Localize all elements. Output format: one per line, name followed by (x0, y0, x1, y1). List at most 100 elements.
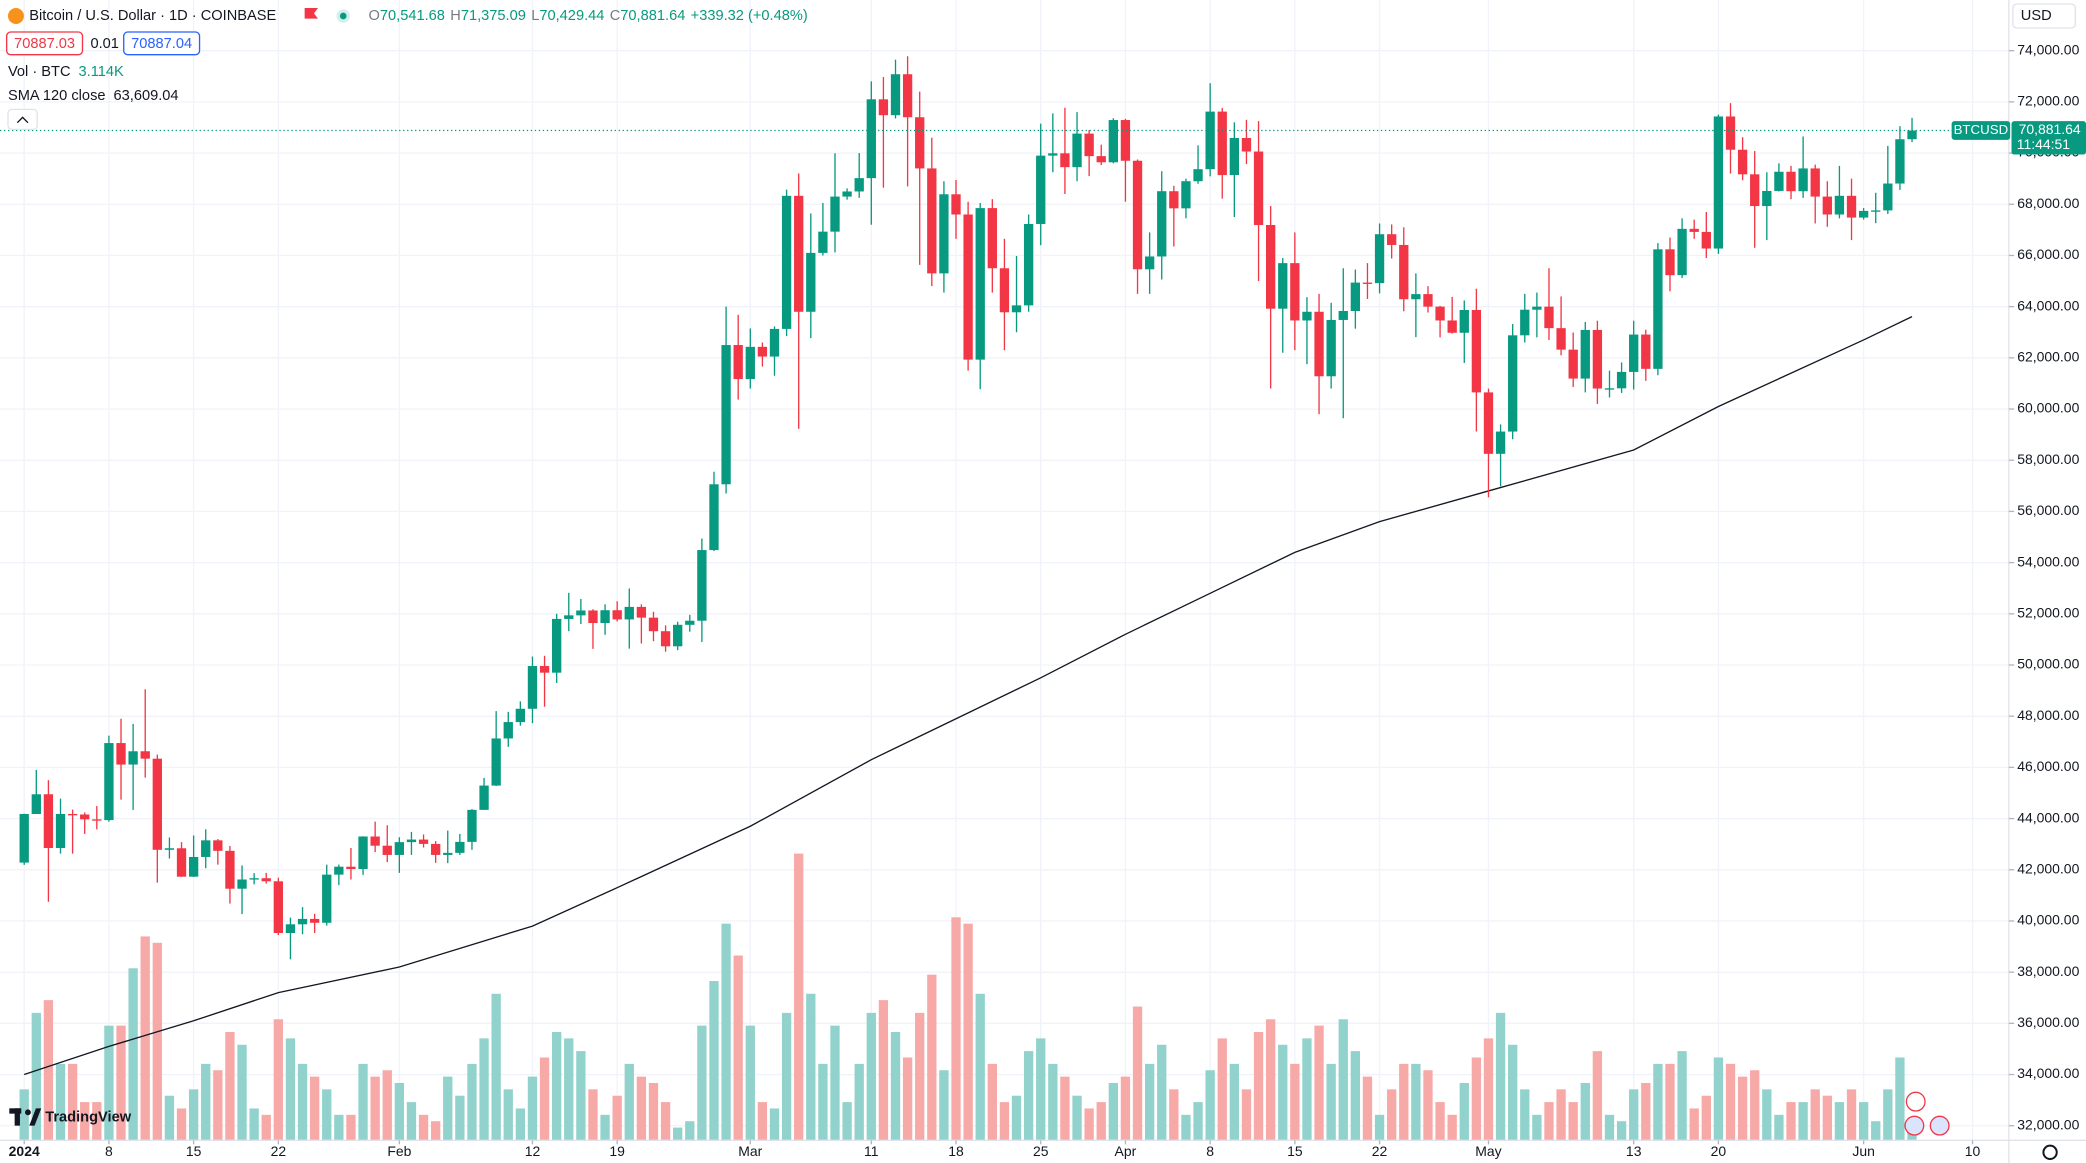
volume-bar (201, 1063, 211, 1141)
volume-bar (1265, 1019, 1276, 1141)
currency-button[interactable] (2012, 3, 2077, 29)
candle-body (648, 617, 659, 632)
candle-body (1169, 191, 1179, 209)
collapse-button[interactable] (7, 108, 38, 131)
candle-body (1338, 310, 1348, 320)
candle-body (1483, 392, 1494, 454)
x-tick-label: 13 (1626, 1143, 1642, 1159)
volume-bar (55, 1063, 66, 1141)
currency[interactable]: USD (2021, 8, 2052, 24)
x-tick-label: 11 (864, 1143, 879, 1159)
y-tick-label: 64,000.00 (2017, 297, 2079, 313)
candle-body (1725, 116, 1736, 150)
bid-price[interactable]: 70887.03 (14, 36, 75, 52)
x-tick-label: 22 (271, 1143, 287, 1159)
candle-body (503, 722, 513, 739)
candle-body (1447, 320, 1457, 333)
volume-bar (176, 1108, 187, 1141)
ask-price[interactable]: 70887.04 (131, 36, 192, 52)
candle-body (515, 708, 526, 723)
volume-bar (1677, 1051, 1687, 1141)
candle-body (1786, 171, 1796, 192)
candle-body (309, 918, 320, 923)
volume-bar (382, 1070, 392, 1141)
symbol-title[interactable]: Bitcoin / U.S. Dollar · 1D · COINBASE (29, 8, 276, 24)
x-tick-label: Jun (1852, 1143, 1875, 1159)
candle-body (140, 751, 150, 759)
y-tick-label: 44,000.00 (2017, 809, 2079, 825)
x-tick-label: 20 (1711, 1143, 1727, 1159)
candle-body (237, 879, 247, 889)
candle-body (418, 839, 429, 844)
volume-bar (1350, 1051, 1361, 1141)
y-tick-label: 62,000.00 (2017, 349, 2079, 365)
candle-body (19, 813, 29, 863)
volume-bar (1399, 1063, 1409, 1141)
x-tick-label: 15 (186, 1143, 202, 1159)
legend-key: H (450, 8, 461, 24)
y-tick-label: 46,000.00 (2017, 758, 2079, 774)
event-icon[interactable] (1905, 1091, 1926, 1112)
event-icon[interactable] (1904, 1115, 1925, 1136)
candle-body (358, 836, 368, 870)
x-tick-label: Apr (1115, 1143, 1137, 1159)
candle-body (878, 99, 889, 116)
volume-bar (1387, 1089, 1397, 1141)
buy-box[interactable] (123, 31, 201, 56)
volume-bar (394, 1082, 405, 1141)
volume-bar (164, 1095, 175, 1141)
event-icon[interactable] (1929, 1115, 1950, 1136)
volume-bar (624, 1063, 634, 1141)
sma-legend: SMA 120 close 63,609.04 (8, 88, 179, 104)
candle-body (588, 610, 598, 624)
volume-bar (1023, 1051, 1034, 1141)
volume-bar (430, 1121, 441, 1141)
candle-body (1048, 153, 1058, 156)
candle-body (67, 813, 78, 816)
volume-bar (152, 942, 162, 1141)
candle-body (406, 839, 417, 843)
volume-bar (104, 1025, 114, 1141)
x-tick-label: 25 (1033, 1143, 1049, 1159)
volume-bar (467, 1063, 477, 1141)
volume-bar (1132, 1006, 1143, 1141)
candle-body (1871, 210, 1881, 212)
x-tick-label: 22 (1372, 1143, 1388, 1159)
candle-body (539, 666, 550, 673)
volume-bar (1556, 1089, 1566, 1141)
settings-icon[interactable] (2042, 1144, 2058, 1160)
x-tick-label: Feb (387, 1143, 411, 1159)
logo[interactable]: TradingView (9, 1108, 132, 1126)
volume-bar (1435, 1102, 1445, 1141)
y-tick-label: 52,000.00 (2017, 604, 2079, 620)
volume-bar (1737, 1076, 1748, 1141)
volume-bar (915, 1012, 925, 1141)
candle-body (55, 813, 66, 849)
candle-body (322, 874, 332, 923)
volume-value: 3.114K (79, 64, 124, 80)
volume-bar (648, 1082, 659, 1141)
candle-body (479, 785, 489, 810)
volume-bar (249, 1108, 259, 1141)
flag-icon[interactable] (304, 8, 318, 19)
candle-body (1278, 263, 1288, 309)
candle-body (1520, 309, 1530, 336)
x-tick-label: Mar (738, 1143, 762, 1159)
candle-body (1665, 249, 1675, 276)
volume-bar (745, 1025, 755, 1141)
candle-body (31, 794, 41, 814)
volume-bar (721, 923, 731, 1141)
volume-bar (1786, 1102, 1796, 1141)
candle-body (939, 194, 949, 274)
x-tick-label: 12 (525, 1143, 541, 1159)
candle-body (999, 268, 1010, 313)
candle-body (1846, 195, 1857, 218)
volume-bar (1181, 1114, 1191, 1141)
volume-bar (600, 1114, 610, 1141)
volume-bar (769, 1108, 780, 1141)
symbol-tag-text: BTCUSD (1954, 122, 2009, 137)
volume-bar (1459, 1082, 1469, 1141)
candle-body (1629, 334, 1639, 372)
candle-body (1387, 234, 1397, 245)
sell-box[interactable] (5, 31, 84, 56)
